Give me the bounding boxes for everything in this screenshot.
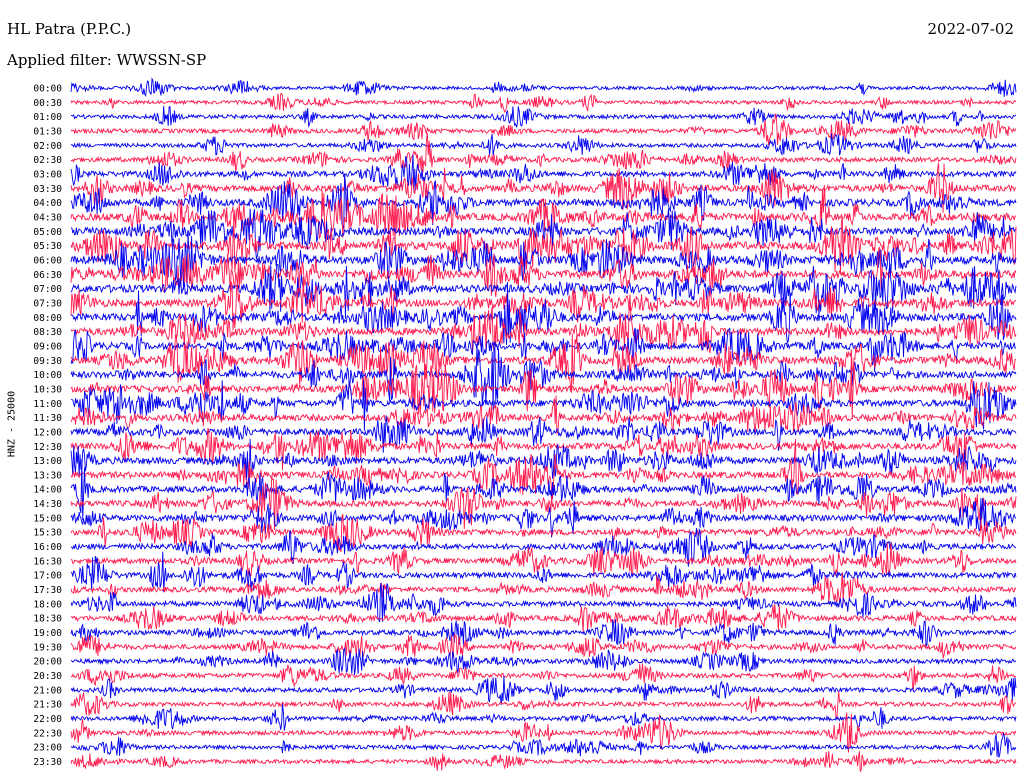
seismogram-trace [70, 438, 1017, 500]
date-label: 2022-07-02 [927, 20, 1014, 38]
row-time-label: 03:30 [33, 184, 62, 195]
seismogram-trace [70, 732, 1017, 758]
seismogram-trace [70, 663, 1017, 691]
row-time-label: 10:30 [33, 384, 62, 395]
seismogram-trace [70, 572, 1017, 605]
seismogram-trace [70, 343, 1017, 411]
row-time-label: 06:30 [33, 270, 62, 281]
seismogram-trace [70, 246, 1017, 298]
seismogram-trace [70, 415, 1017, 453]
row-time-label: 18:30 [33, 614, 62, 625]
seismogram-trace [70, 542, 1017, 577]
row-time-label: 20:00 [33, 657, 62, 668]
seismogram-trace [70, 527, 1017, 567]
seismogram-trace [70, 646, 1017, 676]
seismogram-trace [70, 105, 1017, 128]
seismogram-trace [70, 438, 1017, 481]
seismogram-trace [70, 92, 1017, 114]
seismogram-trace [70, 633, 1017, 659]
row-time-label: 13:00 [33, 456, 62, 467]
row-time-label: 07:00 [33, 284, 62, 295]
row-time-label: 19:30 [33, 642, 62, 653]
row-time-label: 09:30 [33, 356, 62, 367]
row-time-label: 21:00 [33, 685, 62, 696]
row-time-label: 16:00 [33, 542, 62, 553]
seismogram-trace [70, 184, 1017, 245]
row-time-label: 00:30 [33, 98, 62, 109]
row-time-label: 05:00 [33, 227, 62, 238]
row-time-label: 11:00 [33, 399, 62, 410]
seismogram-trace [70, 691, 1017, 719]
row-time-label: 02:30 [33, 155, 62, 166]
row-time-label: 22:30 [33, 728, 62, 739]
seismogram-trace [70, 306, 1017, 355]
seismogram-trace [70, 327, 1017, 373]
row-time-label: 15:00 [33, 513, 62, 524]
row-time-label: 01:30 [33, 126, 62, 137]
seismogram-trace [70, 513, 1017, 554]
row-time-label: 12:00 [33, 427, 62, 438]
seismogram-trace [70, 751, 1017, 772]
row-time-label: 21:30 [33, 700, 62, 711]
seismogram-trace [70, 133, 1017, 156]
row-time-label: 18:00 [33, 599, 62, 610]
row-time-label: 01:00 [33, 112, 62, 123]
row-time-label: 20:30 [33, 671, 62, 682]
seismogram-trace [70, 333, 1017, 393]
row-time-label: 08:00 [33, 313, 62, 324]
row-time-label: 17:00 [33, 571, 62, 582]
row-time-label: 04:00 [33, 198, 62, 209]
seismogram-trace [70, 281, 1017, 346]
seismogram-trace [70, 603, 1017, 633]
seismogram-trace [70, 395, 1017, 435]
seismogram-trace [70, 77, 1017, 97]
seismogram-trace [70, 357, 1017, 418]
row-time-label: 23:00 [33, 743, 62, 754]
seismogram-trace [70, 154, 1017, 193]
seismogram-trace [70, 162, 1017, 213]
filter-label: Applied filter: WWSSN-SP [7, 51, 207, 69]
seismogram-trace [70, 619, 1017, 647]
seismogram-trace [70, 675, 1017, 706]
seismogram-trace [70, 263, 1017, 320]
row-time-label: 14:30 [33, 499, 62, 510]
seismogram-trace [70, 476, 1017, 531]
row-time-label: 09:00 [33, 341, 62, 352]
row-time-label: 12:30 [33, 442, 62, 453]
seismogram-trace [70, 113, 1017, 146]
row-time-label: 13:30 [33, 470, 62, 481]
row-time-label: 00:00 [33, 84, 62, 95]
row-time-label: 19:00 [33, 628, 62, 639]
station-title: HL Patra (P.P.C.) [7, 20, 132, 38]
seismogram-trace [70, 583, 1017, 623]
row-time-label: 07:30 [33, 298, 62, 309]
row-time-label: 17:30 [33, 585, 62, 596]
row-time-label: 08:30 [33, 327, 62, 338]
seismogram-trace [70, 208, 1017, 260]
row-time-label: 05:30 [33, 241, 62, 252]
row-time-label: 16:30 [33, 556, 62, 567]
seismogram-trace [70, 216, 1017, 278]
seismogram-trace [70, 428, 1017, 471]
seismogram-trace [70, 380, 1017, 431]
row-time-label: 04:30 [33, 212, 62, 223]
row-time-label: 06:00 [33, 255, 62, 266]
row-time-label: 11:30 [33, 413, 62, 424]
row-time-label: 22:00 [33, 714, 62, 725]
seismogram-trace [70, 703, 1017, 731]
seismogram-trace [70, 458, 1017, 521]
row-time-label: 15:30 [33, 528, 62, 539]
seismogram-trace [70, 133, 1017, 173]
row-time-label: 02:00 [33, 141, 62, 152]
seismogram-trace [70, 712, 1017, 753]
seismogram-trace [70, 497, 1017, 538]
row-time-label: 23:30 [33, 757, 62, 768]
seismogram-trace [70, 551, 1017, 593]
row-time-label: 14:00 [33, 485, 62, 496]
row-time-label: 10:00 [33, 370, 62, 381]
row-time-label: 03:00 [33, 169, 62, 180]
